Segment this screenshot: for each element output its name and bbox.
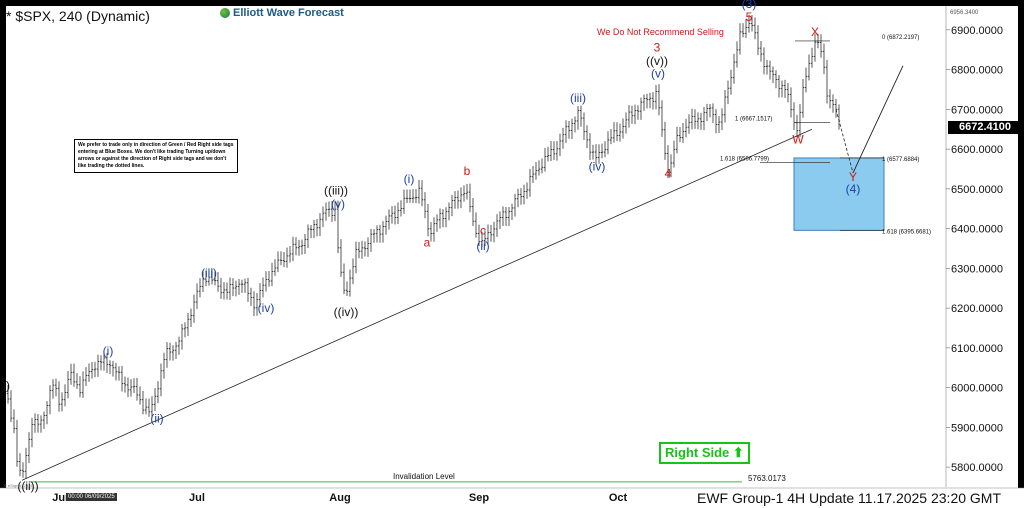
y-tick-label: 5800.0000 xyxy=(951,462,1003,474)
fib-label: 1 (6577.6884) xyxy=(882,157,919,163)
current-price-tag: 6672.4100 xyxy=(948,121,1022,134)
y-tick-label: 5900.0000 xyxy=(951,422,1003,434)
y-tick-label: 6000.0000 xyxy=(951,383,1003,395)
wave-label: 3 xyxy=(654,41,661,55)
wave-label: ((v)) xyxy=(646,54,668,68)
wave-label: (iv) xyxy=(589,160,606,174)
wave-label: )) xyxy=(2,379,10,393)
wave-label: ((iii)) xyxy=(324,183,348,197)
wave-label: Y xyxy=(849,170,857,184)
y-tick-label: 6700.0000 xyxy=(951,104,1003,116)
globe-icon xyxy=(220,8,230,18)
brand-logo: Elliott Wave Forecast xyxy=(220,7,344,19)
wave-label: (v) xyxy=(331,197,345,211)
wave-label: (iii) xyxy=(570,91,586,105)
y-tick-label: 6300.0000 xyxy=(951,263,1003,275)
time-axis-band xyxy=(0,488,1024,508)
wave-label: (iv) xyxy=(258,301,275,315)
warning-text: We Do Not Recommend Selling xyxy=(597,27,724,37)
y-tick-label: 6100.0000 xyxy=(951,343,1003,355)
y-tick-label: 6500.0000 xyxy=(951,184,1003,196)
wave-label: (iii) xyxy=(201,266,217,280)
x-tick-label: Jul xyxy=(189,492,205,504)
projection-line xyxy=(852,65,904,174)
x-tick-label: Aug xyxy=(329,492,350,504)
update-footer: EWF Group-1 4H Update 11.17.2025 23:20 G… xyxy=(697,490,1002,506)
fib-label: 1.618 (6395.6681) xyxy=(882,229,931,235)
chart-title: * $SPX, 240 (Dynamic) xyxy=(6,8,150,24)
y-tick-label: 6800.0000 xyxy=(951,65,1003,77)
wave-label: (ii) xyxy=(150,412,163,426)
right-side-badge: Right Side ⬆ xyxy=(659,442,750,464)
wave-label: (i) xyxy=(103,344,114,358)
wave-label: (3) xyxy=(742,0,757,11)
trading-note: We prefer to trade only in direction of … xyxy=(74,139,238,173)
wave-label: (ii) xyxy=(476,239,489,253)
x-tick-label: Oct xyxy=(609,492,628,504)
fib-label: 0 (6872.2197) xyxy=(882,35,919,41)
blue-box xyxy=(793,157,885,231)
wave-label: X xyxy=(811,25,819,39)
y-tick-label: 6600.0000 xyxy=(951,144,1003,156)
projection-dashed xyxy=(835,109,854,174)
top-price-label: 6956.3400 xyxy=(950,10,979,16)
copyright-text: © eSignal, 2025 xyxy=(4,483,33,488)
y-tick-label: 6200.0000 xyxy=(951,303,1003,315)
wave-label: ((ii)) xyxy=(17,479,38,493)
y-tick-label: 6900.0000 xyxy=(951,25,1003,37)
crosshair-date: 00:00 06/09/2025 xyxy=(66,493,117,501)
wave-label: ((iv)) xyxy=(334,305,359,319)
wave-label: (4) xyxy=(846,182,861,196)
candles xyxy=(0,14,841,479)
wave-label: (i) xyxy=(404,172,415,186)
wave-label: 5 xyxy=(746,10,753,24)
fib-label: 1.618 (6566.7799) xyxy=(720,156,769,162)
wave-label: a xyxy=(424,236,431,250)
x-tick-label: Sep xyxy=(469,492,489,504)
trendline xyxy=(21,128,813,481)
wave-label: W xyxy=(792,133,804,147)
brand-logo-text: Elliott Wave Forecast xyxy=(233,7,344,19)
fib-label: 1 (6667.1517) xyxy=(735,116,772,122)
wave-label: 4 xyxy=(665,167,672,181)
wave-label: b xyxy=(464,164,471,178)
invalidation-label: Invalidation Level xyxy=(393,472,455,481)
wave-label: c xyxy=(480,224,486,238)
plot-background xyxy=(6,6,1018,488)
y-tick-label: 6400.0000 xyxy=(951,224,1003,236)
invalidation-value: 5763.0173 xyxy=(748,474,786,483)
wave-label: (v) xyxy=(651,67,665,81)
